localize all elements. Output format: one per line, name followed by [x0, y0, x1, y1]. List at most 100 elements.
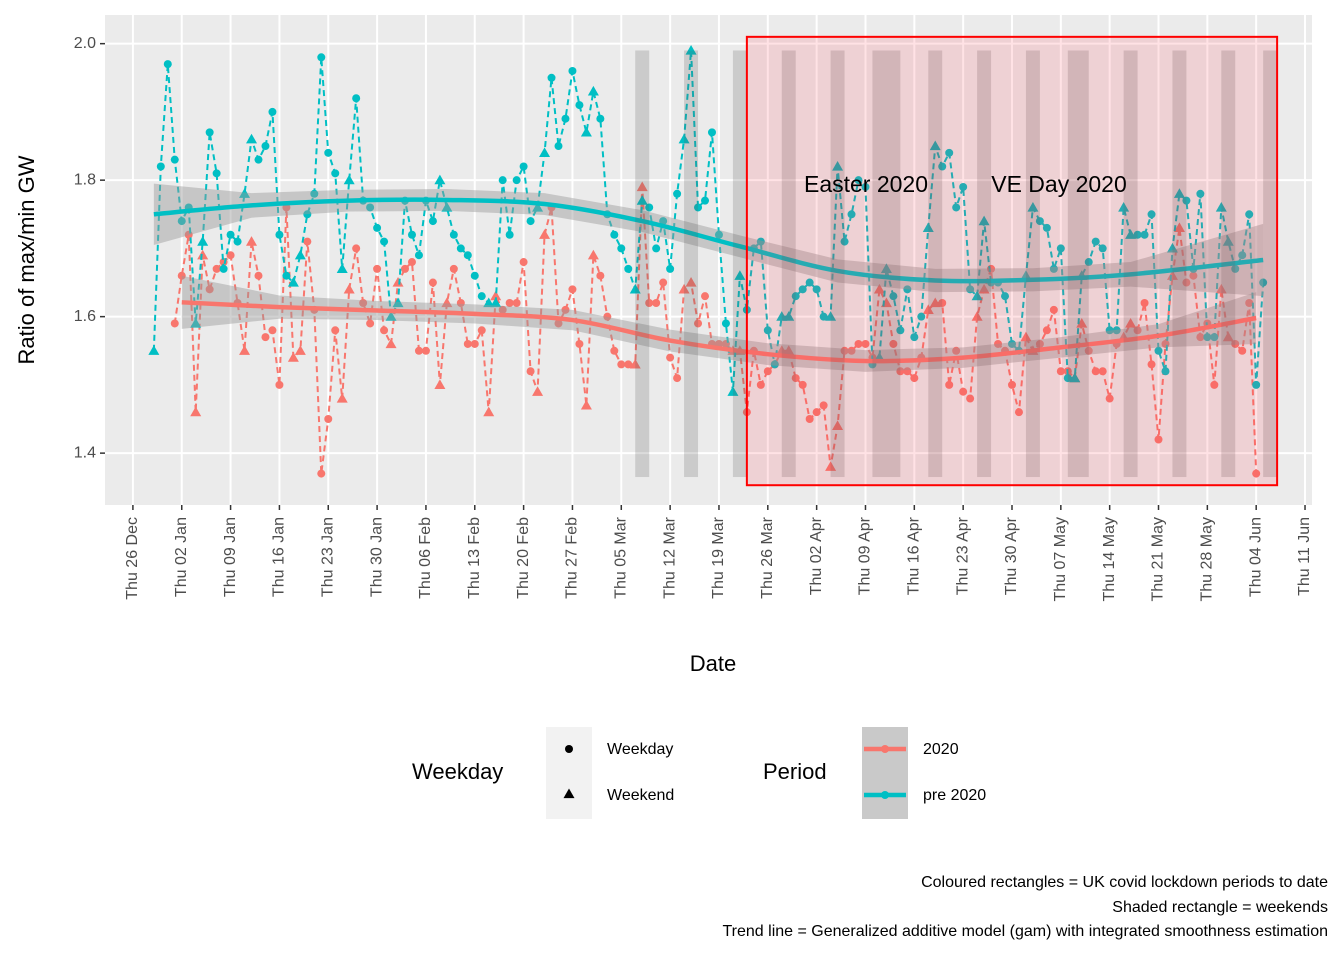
data-point — [434, 379, 446, 390]
x-tick-label: Thu 14 May — [1101, 517, 1118, 601]
data-point — [636, 181, 648, 192]
data-point — [421, 346, 430, 355]
data-point — [610, 346, 619, 355]
data-point — [776, 345, 788, 355]
data-point — [994, 339, 1003, 348]
data-point — [861, 339, 870, 348]
caption: Shaded rectangle = weekends — [1112, 899, 1328, 916]
data-point — [428, 278, 437, 287]
weekend-band — [830, 50, 845, 478]
data-point — [352, 244, 361, 253]
data-point — [978, 283, 990, 294]
data-point — [701, 292, 710, 301]
x-tick-label: Thu 06 Feb — [417, 517, 434, 599]
data-point — [847, 346, 856, 355]
data-point — [282, 271, 291, 280]
data-point — [971, 290, 983, 301]
data-point — [163, 60, 172, 69]
data-point — [294, 345, 306, 355]
data-point — [336, 393, 348, 403]
data-point — [359, 298, 368, 307]
data-point — [303, 237, 312, 246]
y-axis-title: Ratio of max/min GW — [14, 155, 39, 364]
data-point — [1020, 331, 1032, 342]
x-tick-label: Thu 16 Jan — [271, 517, 288, 597]
data-point — [1182, 196, 1191, 205]
y-tick-label: 1.6 — [74, 308, 96, 325]
trend-line — [153, 197, 1264, 284]
data-point — [380, 237, 389, 246]
data-point — [854, 176, 863, 185]
x-tick-label: Thu 26 Mar — [759, 516, 776, 598]
data-point — [275, 380, 284, 389]
x-tick-label: Thu 02 Jan — [173, 517, 190, 597]
data-point — [366, 203, 375, 212]
data-point — [268, 107, 277, 116]
data-point — [966, 394, 975, 403]
data-point — [685, 44, 697, 55]
data-point — [324, 415, 333, 424]
data-point — [929, 140, 941, 151]
data-point — [287, 352, 299, 362]
data-point — [532, 201, 544, 212]
data-point — [554, 319, 563, 328]
plot-panel — [105, 15, 1312, 505]
x-tick-label: Thu 28 May — [1199, 517, 1216, 601]
data-point — [1091, 237, 1100, 246]
weekend-band — [928, 50, 943, 478]
data-point — [945, 380, 954, 389]
data-point — [1112, 326, 1121, 335]
legend-title: Weekday — [412, 759, 503, 784]
data-point — [783, 345, 795, 355]
data-point — [1196, 333, 1205, 342]
data-point — [610, 230, 619, 239]
x-tick-label: Thu 16 Apr — [906, 516, 923, 595]
data-point — [1252, 380, 1261, 389]
legend-key — [881, 745, 889, 753]
data-point — [791, 292, 800, 301]
data-point — [819, 401, 828, 410]
data-point — [587, 249, 599, 260]
data-point — [1231, 339, 1240, 348]
legend-label: Weekend — [607, 787, 674, 804]
x-tick-label: Thu 23 Apr — [954, 516, 971, 595]
data-point — [861, 182, 870, 191]
data-point — [156, 162, 165, 171]
data-point — [685, 277, 697, 287]
data-point — [1245, 298, 1254, 307]
data-point — [414, 251, 423, 260]
data-point — [645, 298, 654, 307]
data-point — [1125, 317, 1137, 328]
data-point — [652, 298, 661, 307]
data-point — [889, 339, 898, 348]
data-point — [441, 201, 453, 212]
x-axis-title: Date — [690, 651, 736, 676]
data-point — [190, 317, 202, 328]
data-point — [1035, 217, 1044, 226]
data-point — [854, 339, 863, 348]
data-point — [1222, 331, 1234, 342]
data-point — [1215, 283, 1227, 294]
data-point — [1259, 278, 1268, 287]
data-point — [966, 285, 975, 294]
data-point — [373, 223, 382, 232]
data-point — [477, 292, 486, 301]
data-point — [1133, 326, 1142, 335]
data-point — [978, 215, 990, 226]
data-point — [392, 297, 404, 308]
data-point — [470, 339, 479, 348]
data-point — [629, 358, 641, 369]
data-point — [734, 270, 746, 280]
data-point — [233, 237, 242, 246]
data-point — [776, 311, 788, 321]
data-point — [952, 203, 961, 212]
data-point — [840, 237, 849, 246]
data-point — [910, 374, 919, 383]
weekend-band — [1263, 50, 1278, 478]
data-point — [1154, 435, 1163, 444]
legend-key — [563, 788, 575, 799]
data-point — [1118, 201, 1130, 212]
legend-key-bg — [862, 727, 908, 819]
data-point — [505, 230, 514, 239]
data-point — [1166, 270, 1178, 280]
